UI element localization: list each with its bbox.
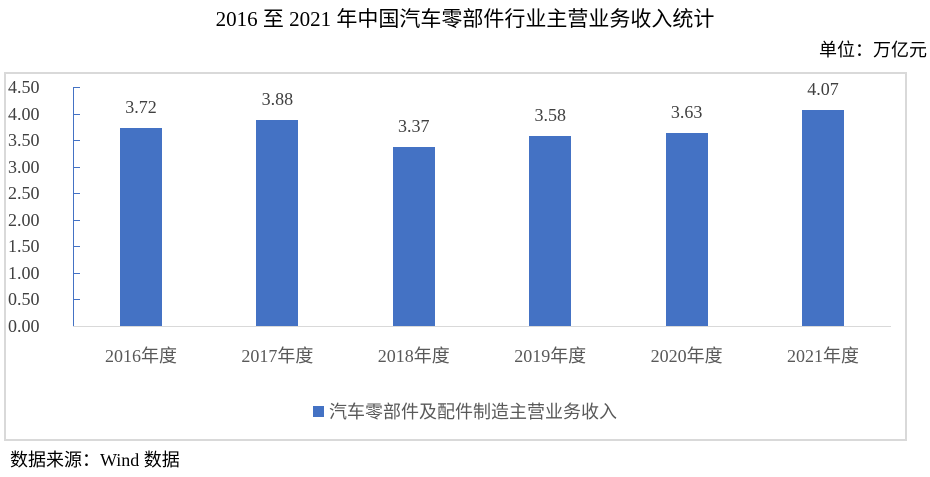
x-tick-label: 2016年度 bbox=[105, 346, 177, 366]
source-note: 数据来源：Wind 数据 bbox=[10, 450, 180, 470]
y-tick-mark bbox=[73, 114, 80, 115]
bar bbox=[529, 135, 572, 326]
y-tick-mark bbox=[73, 273, 80, 274]
y-tick-label: 2.50 bbox=[8, 183, 40, 204]
bar-value-label: 3.88 bbox=[261, 88, 294, 109]
x-tick-label: 2021年度 bbox=[787, 346, 859, 366]
y-tick-label: 1.00 bbox=[8, 262, 40, 283]
bar-value-label: 3.37 bbox=[398, 116, 430, 136]
y-tick-label: 1.50 bbox=[8, 236, 40, 257]
bar-value-label: 4.07 bbox=[807, 78, 839, 99]
y-tick-label: 3.00 bbox=[8, 156, 40, 177]
y-tick-mark bbox=[73, 299, 80, 300]
y-tick-label: 4.50 bbox=[8, 77, 40, 97]
y-axis bbox=[73, 87, 74, 326]
y-tick-label: 2.00 bbox=[8, 209, 40, 230]
x-tick-label: 2020年度 bbox=[650, 346, 723, 366]
y-tick-label: 0.50 bbox=[8, 289, 40, 310]
chart-frame bbox=[4, 72, 907, 441]
bar bbox=[665, 133, 708, 326]
y-tick-mark bbox=[73, 167, 80, 168]
y-tick-mark bbox=[73, 246, 80, 247]
chart-title: 2016 至 2021 年中国汽车零部件行业主营业务收入统计 bbox=[215, 7, 715, 31]
bar bbox=[120, 128, 162, 326]
unit-label: 单位：万亿元 bbox=[819, 40, 927, 60]
y-tick-label: 0.00 bbox=[8, 316, 40, 336]
bar-value-label: 3.58 bbox=[534, 104, 566, 125]
y-tick-mark bbox=[73, 87, 80, 88]
y-tick-mark bbox=[73, 193, 80, 194]
legend-label: 汽车零部件及配件制造主营业务收入 bbox=[329, 402, 617, 422]
bar bbox=[256, 119, 299, 326]
y-tick-label: 3.50 bbox=[8, 130, 40, 151]
x-tick-label: 2017年度 bbox=[241, 346, 314, 366]
y-tick-mark bbox=[73, 140, 80, 141]
x-tick-label: 2019年度 bbox=[514, 346, 587, 366]
bar bbox=[802, 109, 844, 326]
y-tick-mark bbox=[73, 220, 80, 221]
bar bbox=[392, 147, 435, 326]
bar-value-label: 3.63 bbox=[670, 102, 703, 123]
legend-swatch-icon bbox=[313, 406, 324, 417]
x-axis bbox=[73, 326, 891, 327]
legend: 汽车零部件及配件制造主营业务收入 bbox=[0, 400, 930, 424]
bar-value-label: 3.72 bbox=[125, 97, 157, 118]
y-tick-label: 4.00 bbox=[8, 103, 40, 124]
x-tick-label: 2018年度 bbox=[377, 346, 450, 366]
